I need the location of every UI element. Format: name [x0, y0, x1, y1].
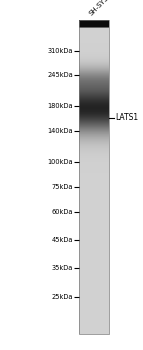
- Text: SH-SY5Y: SH-SY5Y: [88, 0, 113, 17]
- Text: 245kDa: 245kDa: [47, 72, 73, 78]
- Text: 75kDa: 75kDa: [51, 184, 73, 190]
- Text: 100kDa: 100kDa: [47, 159, 73, 165]
- Text: LATS1: LATS1: [115, 113, 138, 122]
- Bar: [79, 20, 109, 334]
- Text: 140kDa: 140kDa: [47, 128, 73, 134]
- Text: 35kDa: 35kDa: [51, 265, 73, 271]
- Text: 310kDa: 310kDa: [47, 48, 73, 54]
- Text: 60kDa: 60kDa: [51, 209, 73, 216]
- Text: 180kDa: 180kDa: [47, 103, 73, 109]
- Text: 25kDa: 25kDa: [51, 294, 73, 300]
- Text: 45kDa: 45kDa: [51, 237, 73, 243]
